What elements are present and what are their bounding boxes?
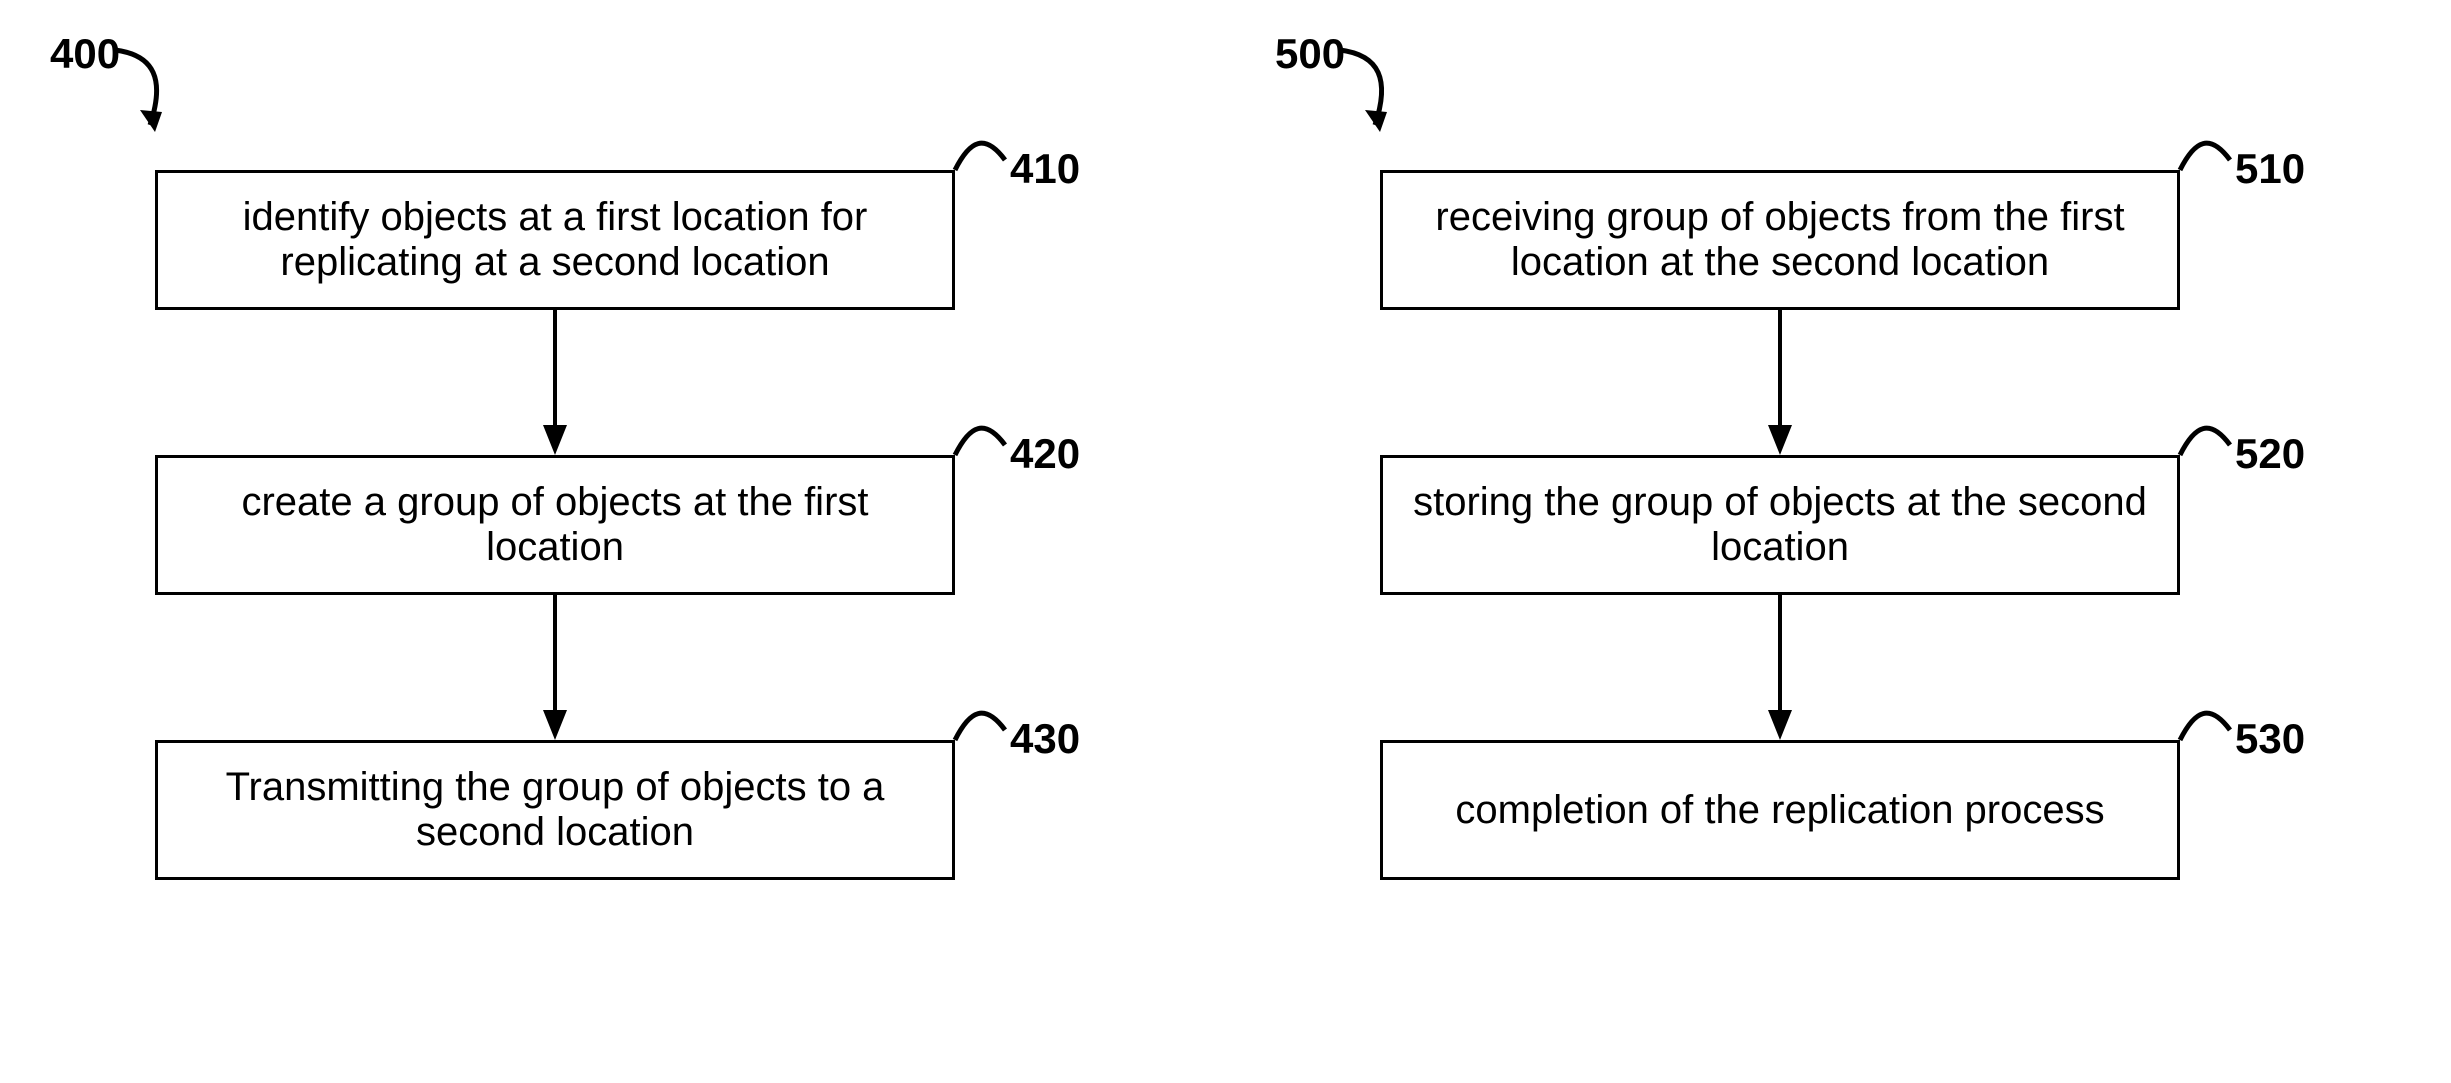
node-leader <box>1380 690 2280 750</box>
node-box: create a group of objects at the first l… <box>155 455 955 595</box>
node-text: create a group of objects at the first l… <box>188 480 922 570</box>
node-410: identify objects at a first location for… <box>155 170 955 310</box>
node-420: create a group of objects at the first l… <box>155 455 955 595</box>
node-text: identify objects at a first location for… <box>188 195 922 285</box>
arrow-520-to-530 <box>1780 595 1810 740</box>
node-leader <box>1380 120 2280 180</box>
node-text: completion of the replication process <box>1455 788 2104 833</box>
node-leader <box>155 120 1055 180</box>
node-id-label: 510 <box>2235 145 2305 193</box>
node-text: receiving group of objects from the firs… <box>1413 195 2147 285</box>
node-id-label: 430 <box>1010 715 1080 763</box>
node-id-label: 530 <box>2235 715 2305 763</box>
node-id-label: 420 <box>1010 430 1080 478</box>
node-430: Transmitting the group of objects to a s… <box>155 740 955 880</box>
node-box: storing the group of objects at the seco… <box>1380 455 2180 595</box>
node-box: receiving group of objects from the firs… <box>1380 170 2180 310</box>
node-text: storing the group of objects at the seco… <box>1413 480 2147 570</box>
node-520: storing the group of objects at the seco… <box>1380 455 2180 595</box>
node-id-label: 410 <box>1010 145 1080 193</box>
node-leader <box>155 405 1055 465</box>
arrow-510-to-520 <box>1780 310 1810 455</box>
node-box: completion of the replication process <box>1380 740 2180 880</box>
node-530: completion of the replication process 53… <box>1380 740 2180 880</box>
arrow-410-to-420 <box>555 310 585 455</box>
node-box: Transmitting the group of objects to a s… <box>155 740 955 880</box>
arrow-420-to-430 <box>555 595 585 740</box>
node-box: identify objects at a first location for… <box>155 170 955 310</box>
node-text: Transmitting the group of objects to a s… <box>188 765 922 855</box>
node-leader <box>155 690 1055 750</box>
node-510: receiving group of objects from the firs… <box>1380 170 2180 310</box>
node-id-label: 520 <box>2235 430 2305 478</box>
node-leader <box>1380 405 2280 465</box>
